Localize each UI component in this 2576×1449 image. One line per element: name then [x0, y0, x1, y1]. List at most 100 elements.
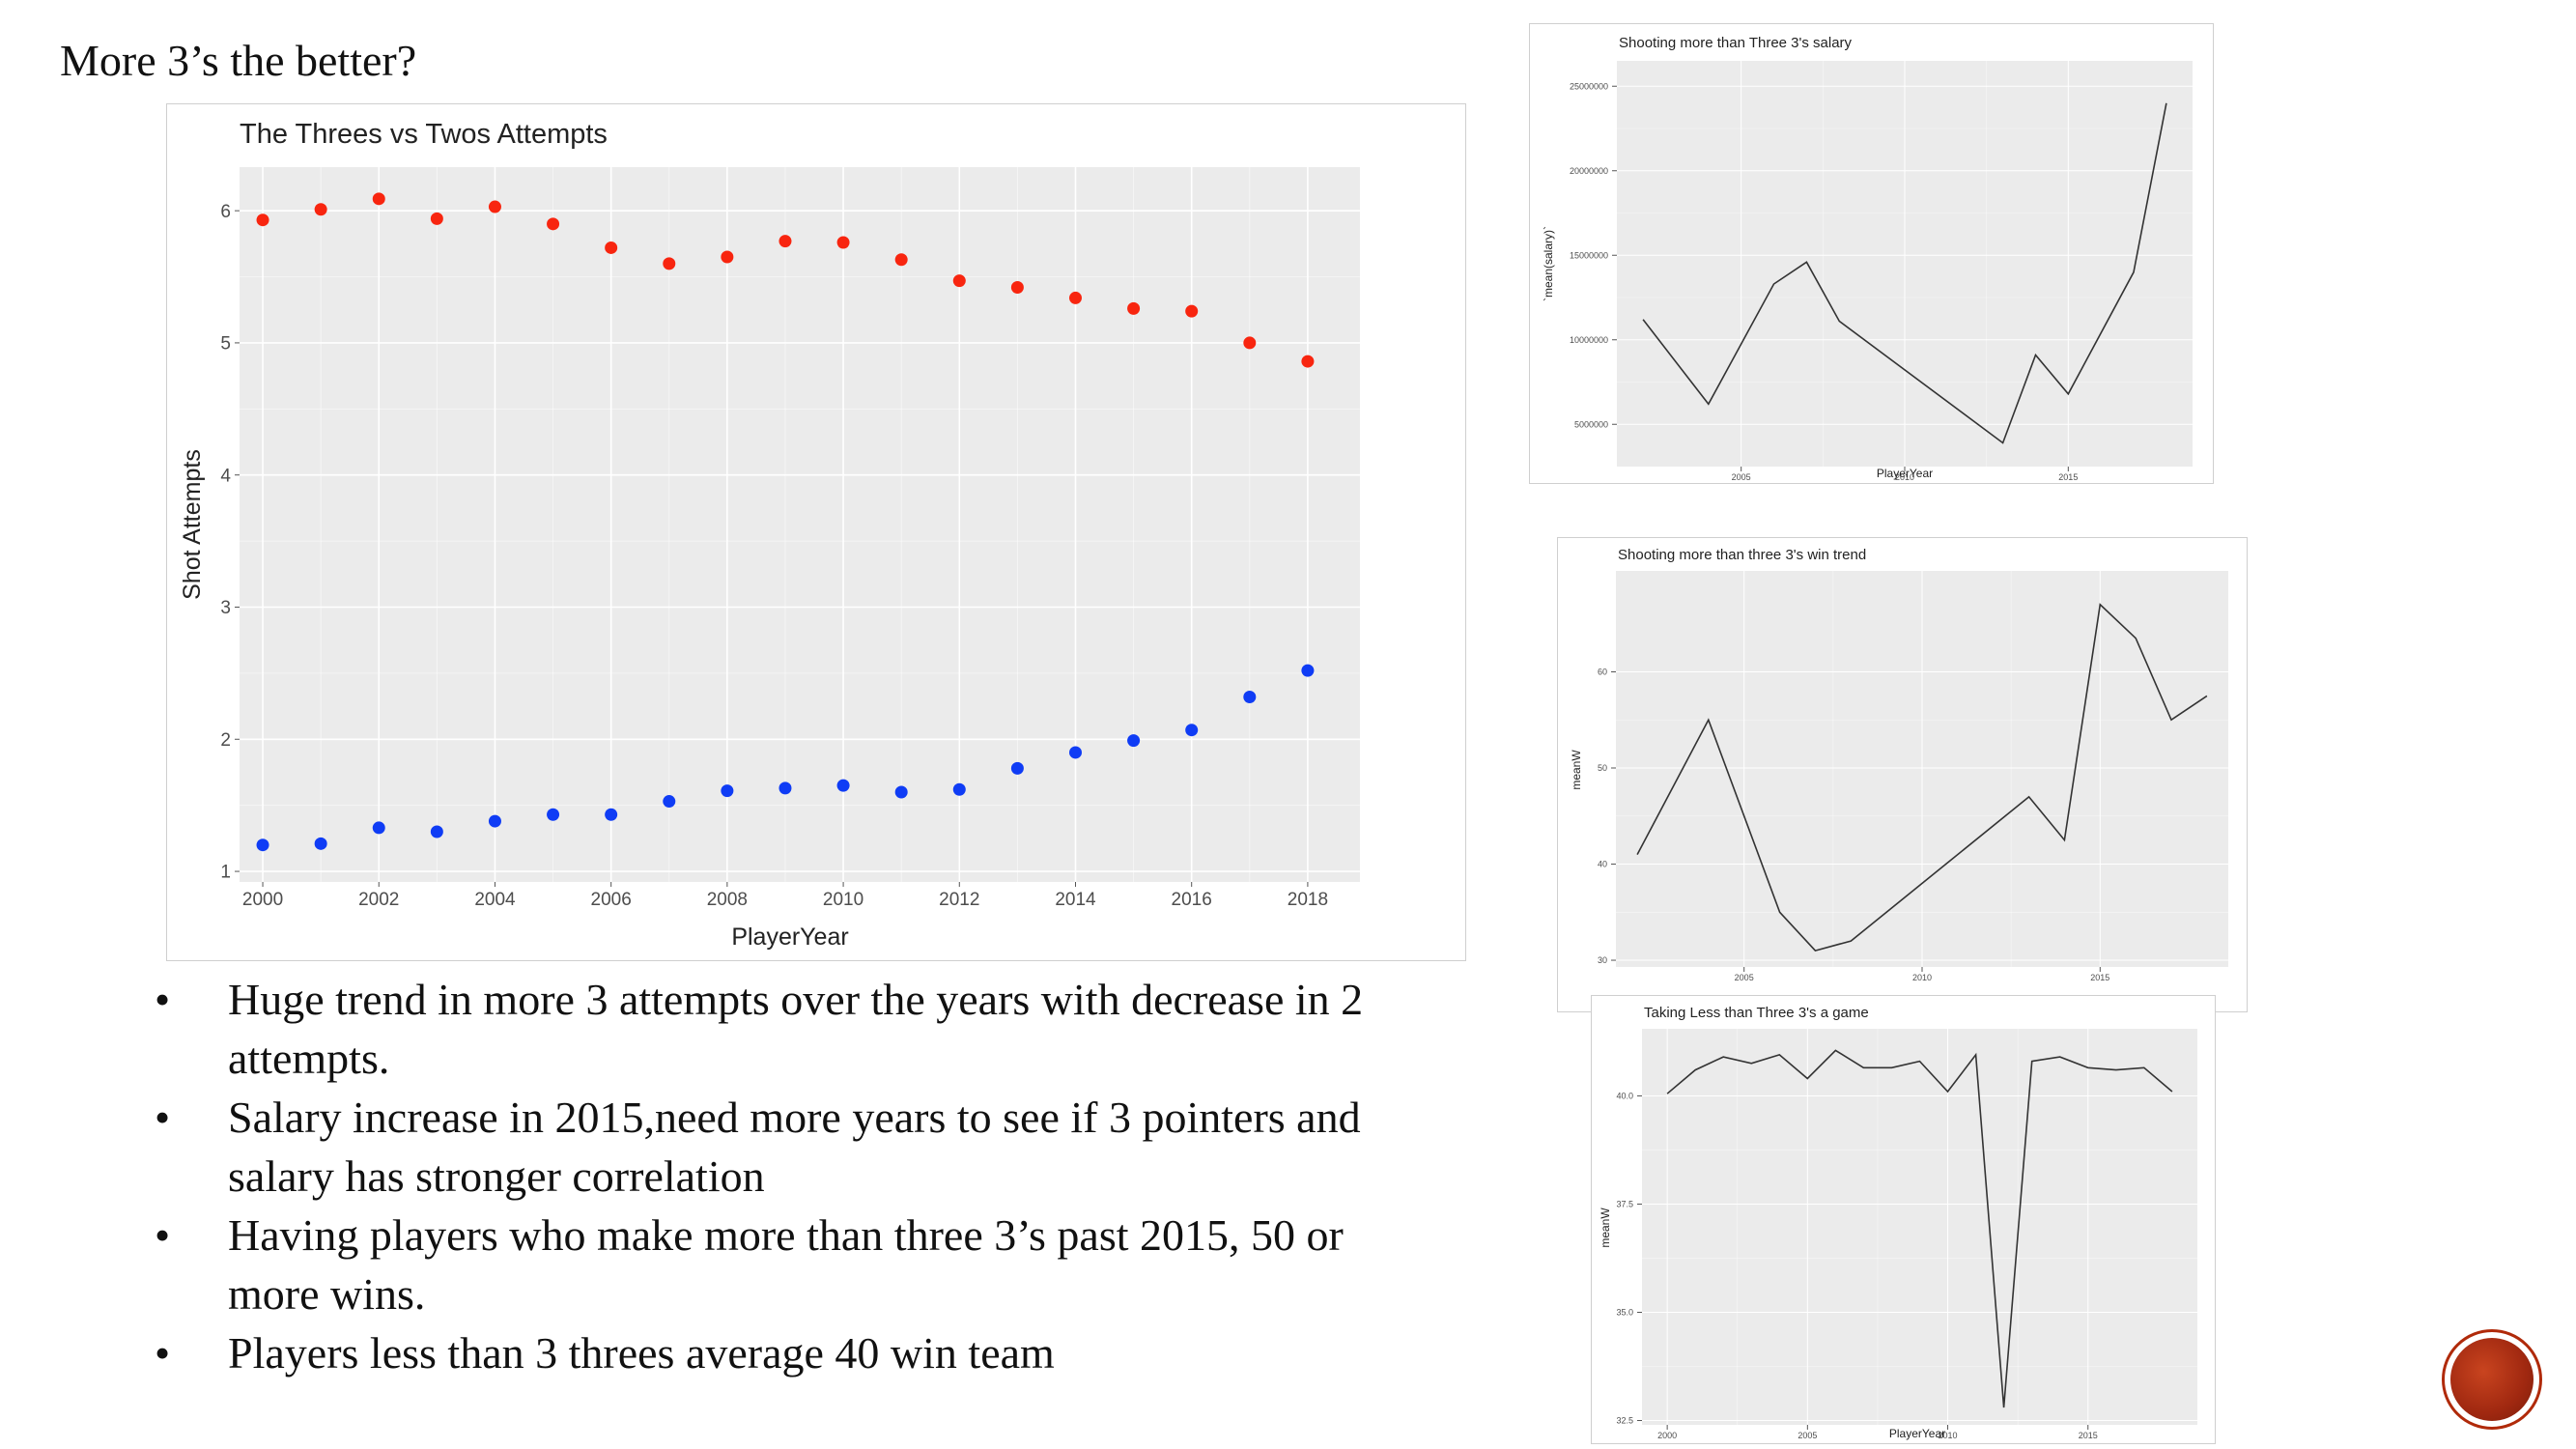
- bullet-item: • Huge trend in more 3 attempts over the …: [155, 970, 1410, 1088]
- threes-point: [952, 782, 966, 796]
- twos-point: [372, 192, 385, 206]
- y-tick-label: 1: [220, 863, 231, 883]
- threes-point: [894, 785, 908, 799]
- threes-vs-twos-svg: The Threes vs Twos Attempts 1 2 3 4 5 6 2000 200…: [179, 119, 1360, 951]
- y-tick-label: 5: [220, 334, 231, 355]
- twos-point: [314, 203, 327, 216]
- bullet-text: Having players who make more than three …: [228, 1210, 1344, 1319]
- y-axis-label: meanW: [1599, 1208, 1612, 1248]
- threes-point: [721, 784, 734, 798]
- x-tick-label: 2015: [2079, 1431, 2098, 1440]
- twos-point: [894, 253, 908, 267]
- twos-point: [547, 217, 560, 231]
- x-tick-label: 2000: [1657, 1431, 1677, 1440]
- x-tick-label: 2004: [474, 890, 516, 910]
- chart-title: The Threes vs Twos Attempts: [240, 119, 608, 150]
- y-tick-label: 37.5: [1616, 1200, 1633, 1209]
- logo-badge-inner: [2450, 1338, 2534, 1421]
- twos-point: [605, 241, 618, 254]
- threes-point: [372, 821, 385, 835]
- threes-point: [488, 814, 501, 828]
- x-axis-label: PlayerYear: [1889, 1427, 1945, 1440]
- chart-title: Shooting more than Three 3's salary: [1619, 35, 1853, 51]
- y-axis-label: `mean(salary)`: [1542, 226, 1555, 301]
- y-tick-label: 2: [220, 730, 231, 751]
- y-tick-label: 50: [1598, 763, 1607, 773]
- salary-chart: Shooting more than Three 3's salary 50000…: [1529, 23, 2214, 484]
- threes-point: [778, 781, 792, 795]
- y-tick-label: 40.0: [1616, 1092, 1633, 1101]
- y-tick-label: 20000000: [1570, 166, 1608, 176]
- twos-point: [1243, 336, 1257, 350]
- threes-point: [663, 795, 676, 809]
- bullet-item: • Players less than 3 threes average 40 w…: [155, 1323, 1410, 1382]
- twos-point: [721, 250, 734, 264]
- x-tick-label: 2002: [358, 890, 399, 910]
- twos-point: [488, 200, 501, 213]
- bullet-text: Huge trend in more 3 attempts over the y…: [228, 975, 1364, 1083]
- threes-point: [430, 825, 443, 838]
- bullet-text: Salary increase in 2015,need more years …: [228, 1093, 1361, 1201]
- twos-point: [430, 212, 443, 225]
- bullet-item: • Salary increase in 2015,need more years…: [155, 1088, 1410, 1206]
- threes-point: [1127, 734, 1141, 748]
- threes-point: [605, 808, 618, 821]
- y-axis-label: Shot Attempts: [179, 449, 206, 600]
- series-line: [1666, 1049, 2173, 1408]
- chart-title: Shooting more than three 3's win trend: [1618, 547, 1866, 563]
- twos-point: [1127, 301, 1141, 315]
- y-tick-label: 25000000: [1570, 81, 1608, 91]
- x-tick-label: 2014: [1055, 890, 1096, 910]
- x-tick-label: 2010: [823, 890, 863, 910]
- x-tick-label: 2006: [591, 890, 632, 910]
- logo-badge: [2442, 1329, 2542, 1430]
- chart-title: Taking Less than Three 3's a game: [1644, 1005, 1869, 1021]
- twos-point: [1010, 280, 1024, 294]
- slide-title: More 3’s the better?: [60, 36, 417, 85]
- x-tick-label: 2010: [1895, 472, 1914, 482]
- threes-point: [1301, 664, 1315, 677]
- y-tick-label: 60: [1598, 668, 1607, 677]
- twos-point: [1301, 355, 1315, 368]
- bullet-glyph: •: [155, 1093, 171, 1142]
- y-tick-label: 32.5: [1616, 1416, 1633, 1426]
- less-than-three-chart: Taking Less than Three 3's a game 32.5 35.…: [1591, 995, 2216, 1444]
- y-tick-label: 5000000: [1574, 419, 1608, 429]
- x-axis-label: PlayerYear: [1877, 467, 1933, 480]
- x-tick-label: 2015: [2058, 472, 2078, 482]
- threes-point: [836, 779, 850, 792]
- y-tick-label: 6: [220, 202, 231, 222]
- y-tick-label: 40: [1598, 860, 1607, 869]
- series-line: [1636, 603, 2208, 952]
- win-trend-svg: Shooting more than three 3's win trend 30…: [1570, 547, 2228, 1011]
- y-tick-label: 4: [220, 466, 231, 486]
- x-axis-label: PlayerYear: [731, 923, 848, 951]
- threes-vs-twos-chart: The Threes vs Twos Attempts 1 2 3 4 5 6 2000 200…: [166, 103, 1466, 961]
- plot-panel: [1642, 1029, 2197, 1425]
- bullet-glyph: •: [155, 1210, 171, 1260]
- bullet-list: • Huge trend in more 3 attempts over the …: [155, 970, 1410, 1382]
- threes-point: [1185, 724, 1199, 737]
- twos-point: [778, 235, 792, 248]
- less-than-three-svg: Taking Less than Three 3's a game 32.5 35.…: [1599, 1005, 2197, 1440]
- x-tick-label: 2005: [1735, 973, 1754, 982]
- twos-point: [1068, 291, 1082, 304]
- threes-point: [256, 838, 269, 852]
- y-tick-label: 15000000: [1570, 250, 1608, 260]
- twos-point: [663, 257, 676, 270]
- y-axis-label: meanW: [1570, 750, 1583, 790]
- threes-point: [314, 837, 327, 850]
- salary-svg: Shooting more than Three 3's salary 50000…: [1542, 35, 2193, 482]
- plot-panel: [240, 167, 1360, 882]
- x-tick-label: 2016: [1172, 890, 1212, 910]
- twos-point: [836, 236, 850, 249]
- twos-point: [256, 213, 269, 227]
- threes-point: [547, 808, 560, 821]
- twos-point: [1185, 304, 1199, 318]
- x-tick-label: 2015: [2090, 973, 2109, 982]
- bullet-text: Players less than 3 threes average 40 wi…: [228, 1328, 1055, 1378]
- y-tick-label: 3: [220, 598, 231, 618]
- x-tick-label: 2012: [939, 890, 979, 910]
- threes-point: [1010, 761, 1024, 775]
- y-tick-label: 30: [1598, 955, 1607, 965]
